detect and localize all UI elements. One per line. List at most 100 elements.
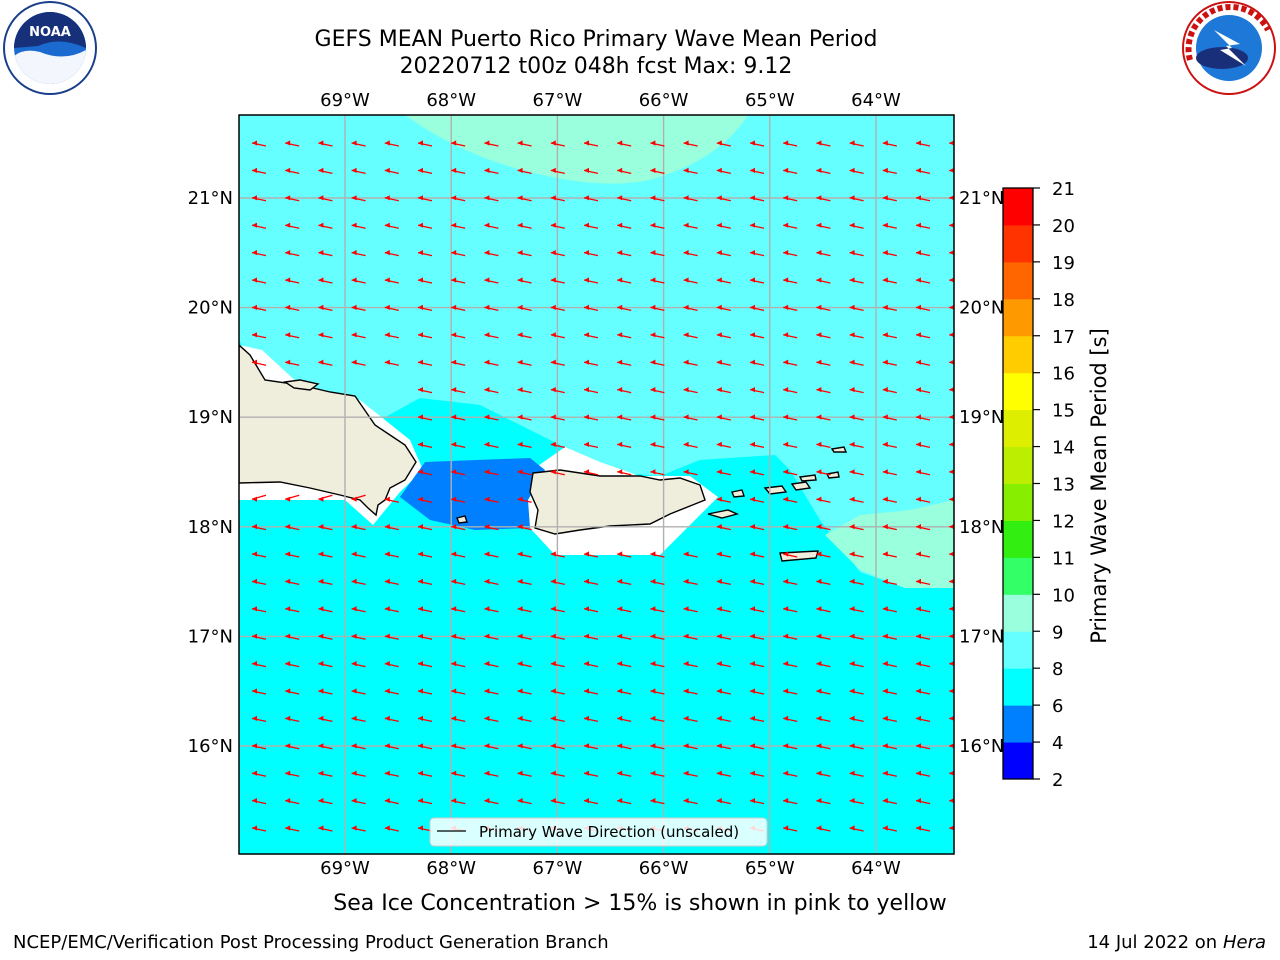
wave-arrow-head	[916, 277, 921, 283]
wave-arrow-head	[550, 715, 556, 721]
wave-arrow-head	[750, 688, 755, 694]
colorbar-segment	[1003, 188, 1033, 226]
wave-arrow-head	[683, 770, 689, 776]
wave-arrow-head	[750, 167, 755, 173]
wave-arrow-head	[783, 167, 789, 173]
wave-arrow-head	[750, 715, 755, 721]
wave-arrow-head	[716, 441, 722, 447]
wave-arrow-head	[252, 661, 257, 667]
wave-arrow-head	[882, 387, 888, 393]
wave-arrow-head	[584, 359, 589, 365]
footer-date-text: 14 Jul 2022 on	[1087, 932, 1223, 953]
wave-arrow-head	[517, 167, 523, 173]
wave-arrow-head	[285, 551, 291, 557]
wave-arrow-head	[949, 195, 954, 201]
wave-arrow-head	[716, 578, 722, 584]
wave-arrow-head	[318, 222, 324, 228]
wave-arrow-head	[418, 277, 423, 283]
wave-arrow-head	[285, 825, 291, 831]
colorbar-segment	[1003, 594, 1033, 632]
wave-arrow-head	[949, 441, 954, 447]
wave-arrow-head	[949, 578, 954, 584]
wave-arrow-head	[783, 770, 789, 776]
wave-arrow-head	[949, 387, 954, 393]
wave-arrow-head	[584, 661, 589, 667]
wave-arrow-head	[484, 551, 490, 557]
wave-arrow-head	[882, 167, 888, 173]
wave-arrow-head	[550, 633, 556, 639]
wave-arrow-head	[716, 140, 722, 146]
wave-arrow-head	[683, 359, 689, 365]
wave-arrow-head	[849, 578, 855, 584]
wave-arrow-head	[351, 606, 357, 612]
wave-arrow-head	[617, 332, 623, 338]
wave-arrow-head	[318, 743, 324, 749]
wave-arrow-head	[750, 798, 755, 804]
anegada	[825, 471, 840, 479]
wave-arrow-head	[683, 743, 689, 749]
colorbar-tick-label: 2	[1052, 770, 1063, 791]
footer-host: Hera	[1222, 932, 1266, 953]
lon-label-top: 64°W	[851, 90, 901, 111]
wave-arrow-head	[318, 606, 324, 612]
wave-arrow-head	[418, 743, 423, 749]
wave-arrow-head	[683, 222, 689, 228]
wave-arrow-head	[550, 195, 556, 201]
lat-label-right: 19°N	[959, 407, 1004, 428]
wave-arrow-head	[584, 167, 589, 173]
wave-arrow-head	[716, 496, 722, 502]
wave-arrow-head	[451, 743, 457, 749]
wave-arrow-head	[650, 469, 656, 475]
wave-arrow-head	[617, 167, 623, 173]
wave-arrow-head	[384, 195, 390, 201]
wave-arrow-head	[916, 222, 921, 228]
wave-arrow-head	[384, 140, 390, 146]
wave-arrow-head	[750, 743, 755, 749]
wave-arrow-head	[451, 140, 457, 146]
map-frame	[238, 114, 955, 855]
wave-arrow-head	[683, 715, 689, 721]
wave-arrow-head	[949, 770, 954, 776]
lon-label-bottom: 65°W	[745, 858, 795, 879]
wave-arrow-head	[550, 332, 556, 338]
wave-arrow-head	[384, 688, 390, 694]
wave-arrow-head	[816, 633, 822, 639]
wave-arrow-head	[384, 770, 390, 776]
wave-arrow-head	[683, 469, 689, 475]
wave-arrow-head	[252, 496, 257, 502]
wave-arrow-head	[750, 277, 755, 283]
wave-arrow-head	[484, 140, 490, 146]
wave-arrow-head	[418, 496, 423, 502]
wave-arrow-head	[484, 770, 490, 776]
wave-arrow-head	[517, 578, 523, 584]
wave-arrow-head	[351, 578, 357, 584]
wave-arrow-head	[650, 140, 656, 146]
wave-arrow-head	[351, 167, 357, 173]
wave-arrow-head	[252, 688, 257, 694]
wave-arrow-head	[484, 661, 490, 667]
wave-arrow-head	[783, 195, 789, 201]
wave-arrow-head	[351, 825, 357, 831]
wave-arrow-head	[716, 332, 722, 338]
wave-arrow-head	[750, 770, 755, 776]
wave-arrow-head	[384, 304, 390, 310]
wave-arrow-head	[816, 441, 822, 447]
lat-label-left: 19°N	[188, 407, 233, 428]
wave-arrow-head	[550, 167, 556, 173]
wave-arrow-head	[550, 661, 556, 667]
wave-arrow-head	[683, 578, 689, 584]
wave-arrow-head	[384, 250, 390, 256]
wave-arrow-head	[949, 551, 954, 557]
wave-arrow-head	[584, 688, 589, 694]
wave-arrow-head	[683, 167, 689, 173]
st-croix	[779, 550, 819, 562]
wave-arrow-head	[617, 304, 623, 310]
wave-arrow-head	[285, 743, 291, 749]
wave-arrow-head	[451, 414, 457, 420]
wave-arrow-head	[949, 633, 954, 639]
wave-arrow-head	[451, 222, 457, 228]
wave-arrow-head	[650, 414, 656, 420]
wave-arrow-head	[617, 578, 623, 584]
wave-arrow-head	[451, 167, 457, 173]
wave-arrow-head	[849, 496, 855, 502]
